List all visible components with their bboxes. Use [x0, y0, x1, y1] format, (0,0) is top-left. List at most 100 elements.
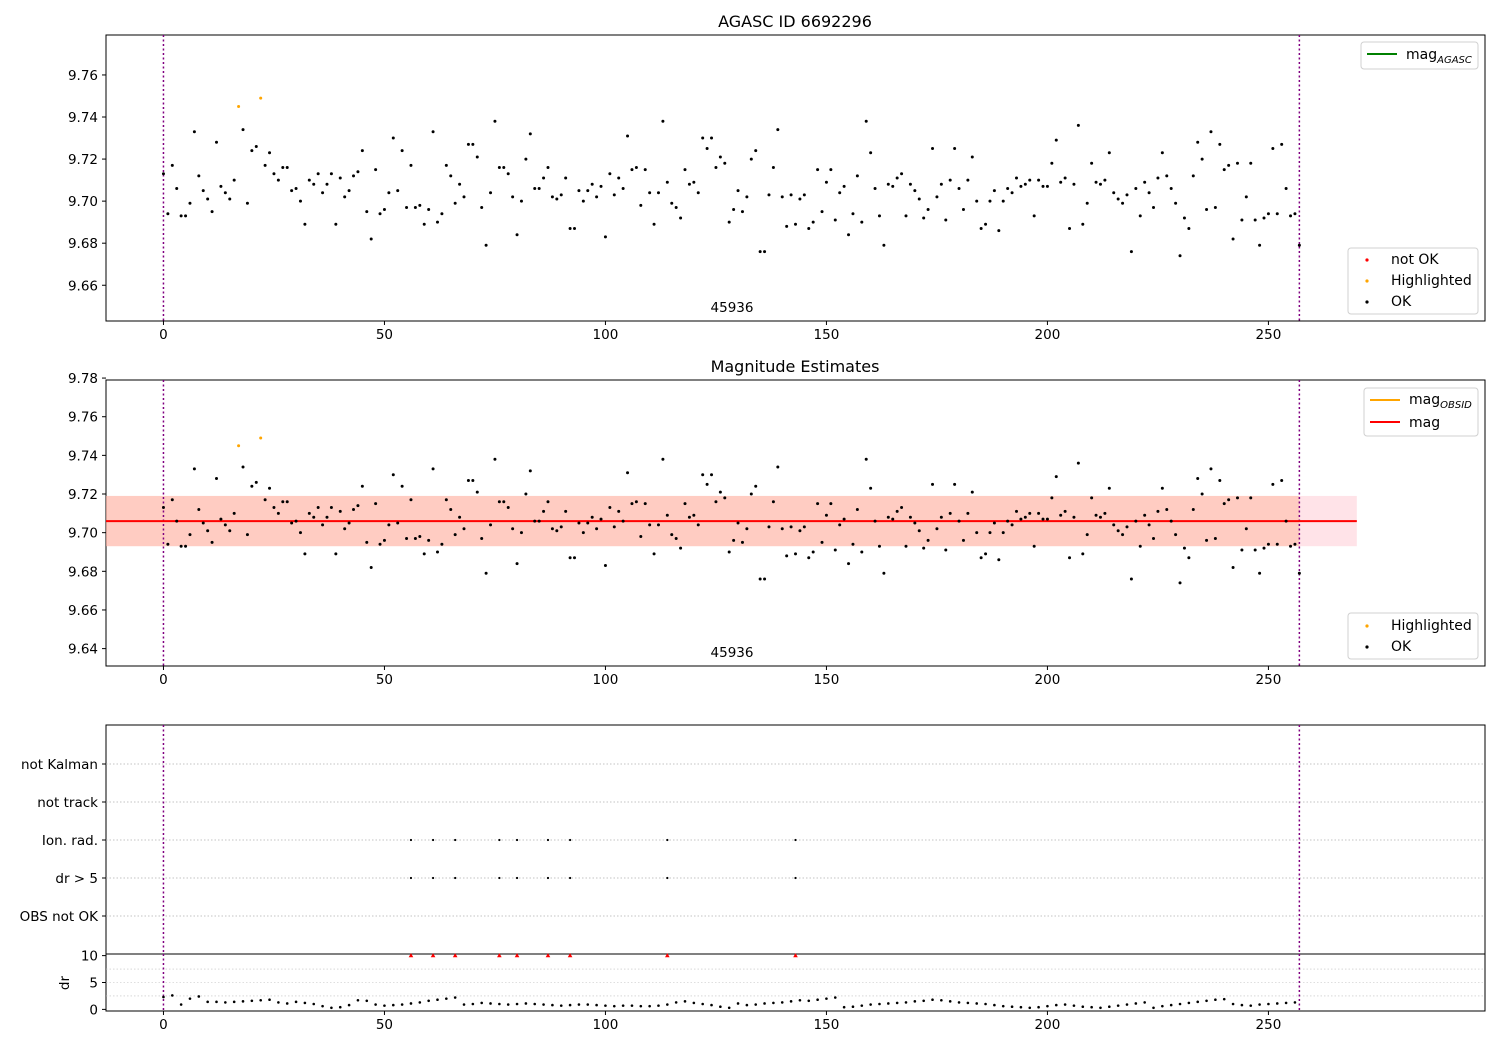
middle-ok-point — [833, 548, 837, 552]
middle-ok-point — [740, 540, 744, 544]
middle-ok-point — [1240, 548, 1244, 552]
top-ok-point — [489, 191, 493, 195]
middle-ok-point — [1235, 496, 1239, 500]
top-ok-point — [1068, 226, 1072, 230]
middle-ok-point — [184, 544, 188, 548]
dr-point — [816, 998, 819, 1002]
top-highlighted-point — [259, 96, 263, 100]
middle-ok-point — [749, 492, 753, 496]
dr-point — [232, 1000, 236, 1004]
top-ok-point — [895, 176, 899, 180]
top-ok-point — [550, 195, 554, 199]
middle-ok-point — [877, 544, 881, 548]
top-ok-point — [232, 178, 236, 182]
middle-ok-point — [1174, 533, 1178, 537]
dr-point — [445, 997, 448, 1000]
top-ok-point — [948, 178, 952, 182]
top-ok-point — [263, 163, 267, 167]
middle-ok-point — [254, 480, 258, 484]
dr-point — [330, 1006, 333, 1010]
middle-ok-point — [581, 531, 585, 535]
middle-ok-point — [422, 552, 426, 556]
middle-ok-point — [1191, 507, 1195, 511]
middle-ok-point — [802, 525, 806, 529]
top-ok-point — [683, 168, 687, 172]
dr-point — [630, 1004, 634, 1007]
top-ok-point — [1200, 157, 1204, 161]
top-ok-point — [1244, 195, 1248, 199]
top-ok-point — [1289, 214, 1293, 218]
middle-ok-point — [767, 525, 771, 529]
middle-ok-point — [334, 552, 338, 556]
dr-point — [595, 1003, 598, 1007]
top-ok-point — [1284, 187, 1288, 191]
flag-marker — [666, 838, 669, 842]
dr-outlier-marker — [497, 953, 502, 958]
dr-point — [294, 1000, 298, 1004]
top-ok-point — [396, 189, 400, 193]
top-ok-point — [564, 176, 568, 180]
middle-ok-point — [1280, 478, 1284, 482]
middle-ok-point — [992, 521, 996, 525]
middle-highlighted-point — [259, 436, 263, 440]
middle-ok-point — [396, 521, 400, 525]
top-ok-point — [1147, 191, 1151, 195]
middle-highlighted-point — [237, 444, 241, 448]
middle-ok-point — [413, 536, 417, 540]
middle-ok-point — [1028, 511, 1032, 515]
middle-ok-point — [970, 490, 974, 494]
top-ok-point — [1085, 201, 1089, 205]
middle-ok-point — [519, 531, 523, 535]
middle-ok-point — [1134, 519, 1138, 523]
middle-ok-point — [687, 515, 691, 519]
middle-ok-point — [1129, 577, 1133, 581]
dr-point — [710, 1003, 713, 1007]
top-ok-point — [1227, 163, 1231, 167]
top-ok-point — [754, 149, 758, 153]
middle-ok-point — [807, 556, 811, 560]
middle-ok-point — [568, 556, 572, 560]
dr-point — [224, 1001, 227, 1004]
top-ok-point — [400, 149, 404, 153]
top-ok-point — [988, 199, 992, 203]
dr-point — [391, 1003, 395, 1007]
middle-ok-point — [276, 511, 280, 515]
middle-ok-point — [281, 500, 285, 504]
top-ok-point — [1266, 212, 1270, 216]
middle-ok-point — [674, 536, 678, 540]
middle-ok-point — [285, 500, 289, 504]
middle-ok-point — [957, 519, 961, 523]
top-ok-point — [873, 187, 877, 191]
middle-ok-point — [1187, 556, 1191, 560]
top-chart-title: AGASC ID 6692296 — [718, 12, 872, 31]
top-ok-point — [1213, 205, 1217, 209]
top-ok-point — [1041, 184, 1045, 188]
dr-point — [1152, 1006, 1155, 1010]
top-ok-point — [511, 195, 515, 199]
top-ok-point — [515, 233, 519, 237]
top-ok-point — [197, 174, 201, 178]
middle-ok-point — [577, 521, 581, 525]
middle-ok-point — [1152, 536, 1156, 540]
middle-ok-point — [241, 465, 245, 469]
top-ok-point — [692, 180, 696, 184]
top-ok-point — [891, 184, 895, 188]
middle-xtick-label: 0 — [159, 672, 168, 688]
middle-ok-point — [352, 507, 356, 511]
top-ok-point — [1152, 205, 1156, 209]
middle-ok-point — [1076, 461, 1080, 465]
top-ok-point — [626, 134, 630, 138]
top-ok-point — [718, 155, 722, 159]
middle-ok-point — [966, 511, 970, 515]
top-ok-point — [798, 197, 802, 201]
middle-ok-point — [1297, 571, 1301, 575]
dr-xtick-label: 50 — [376, 1017, 393, 1033]
top-ok-point — [338, 176, 342, 180]
middle-ok-point — [1275, 542, 1279, 546]
dr-point — [1258, 1003, 1261, 1006]
top-ok-point — [710, 136, 714, 140]
middle-ok-point — [427, 538, 431, 542]
dr-point — [268, 998, 271, 1002]
legend-notok-marker — [1365, 258, 1369, 262]
middle-ok-point — [206, 529, 210, 533]
